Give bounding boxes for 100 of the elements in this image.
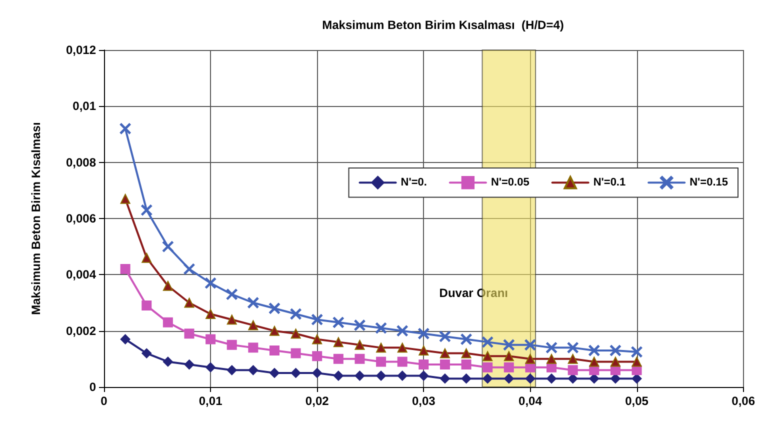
legend-label: N'=0.: [400, 176, 427, 189]
point: [631, 346, 642, 358]
point: [142, 252, 152, 263]
legend-label: N'=0.05: [490, 176, 530, 189]
point: [290, 368, 301, 378]
point: [162, 280, 173, 291]
point: [269, 368, 280, 378]
point: [376, 342, 386, 353]
y-tick-label: 0,002: [66, 324, 96, 338]
x-axis-title: Duvar Oranı: [439, 286, 508, 300]
y-tick-label: 0,012: [66, 43, 96, 57]
point: [482, 374, 493, 384]
point: [226, 340, 237, 350]
point: [120, 194, 130, 204]
point: [504, 351, 514, 362]
point: [460, 334, 472, 345]
point: [142, 348, 152, 358]
y-tick-label: 0: [89, 380, 96, 394]
point: [290, 328, 301, 339]
x-tick-label: 0,05: [625, 394, 649, 408]
point: [226, 365, 237, 376]
point: [610, 356, 620, 367]
point: [610, 344, 621, 356]
point: [568, 374, 578, 384]
point: [632, 356, 642, 367]
point: [568, 354, 578, 364]
y-tick-label: 0,008: [66, 155, 96, 170]
y-tick-label: 0,01: [72, 99, 96, 114]
point: [205, 278, 216, 289]
point: [206, 308, 216, 319]
point: [120, 334, 130, 344]
point: [396, 325, 408, 336]
point: [376, 356, 386, 367]
point: [567, 342, 578, 354]
point: [504, 374, 514, 384]
point: [268, 302, 280, 314]
point: [397, 356, 408, 367]
point: [226, 314, 237, 325]
point: [589, 356, 600, 367]
point: [354, 354, 365, 364]
x-tick-label: 0,04: [518, 394, 542, 408]
point: [525, 354, 536, 364]
point: [141, 204, 152, 216]
point: [418, 370, 429, 381]
point: [461, 374, 472, 384]
point: [142, 300, 152, 311]
point: [418, 345, 429, 356]
point: [376, 370, 386, 381]
point: [312, 351, 322, 362]
point: [312, 334, 322, 344]
x-tick-label: 0,06: [732, 394, 756, 408]
point: [184, 298, 194, 308]
point: [120, 264, 130, 274]
point: [482, 362, 493, 372]
point: [461, 348, 472, 358]
point: [568, 365, 578, 376]
point: [248, 365, 258, 376]
legend-label: N'=0.1: [593, 176, 626, 189]
point: [354, 320, 366, 331]
point: [376, 322, 387, 334]
y-axis-title: Maksimum Beton Birim Kısalması: [29, 122, 43, 315]
point: [503, 339, 514, 350]
y-tick-label: 0,006: [66, 212, 96, 226]
point: [397, 342, 408, 353]
point: [589, 374, 600, 384]
legend-label: N'=0.15: [690, 176, 728, 189]
point: [206, 334, 216, 344]
point: [354, 340, 365, 350]
point: [269, 345, 280, 356]
point: [418, 360, 429, 370]
point: [184, 328, 194, 339]
point: [546, 342, 558, 354]
point: [162, 356, 173, 367]
point: [248, 297, 259, 308]
point: [588, 344, 600, 356]
point: [546, 354, 557, 364]
point: [332, 316, 344, 328]
point: [482, 336, 494, 348]
point: [333, 337, 344, 348]
y-tick-label: 0,004: [66, 268, 96, 282]
point: [312, 314, 323, 326]
point: [440, 360, 450, 370]
point: [206, 362, 216, 372]
point: [397, 370, 408, 381]
point: [439, 330, 450, 342]
point: [184, 264, 195, 275]
point: [269, 326, 280, 336]
point: [290, 348, 301, 358]
point: [354, 370, 365, 381]
point: [546, 374, 557, 384]
point: [440, 374, 450, 384]
point: [333, 370, 344, 381]
point: [120, 123, 131, 134]
point: [461, 360, 472, 370]
point: [525, 374, 536, 384]
point: [248, 342, 258, 353]
x-tick-label: 0: [100, 394, 108, 408]
x-tick-label: 0,01: [198, 394, 223, 408]
point: [226, 288, 238, 300]
point: [162, 317, 173, 328]
